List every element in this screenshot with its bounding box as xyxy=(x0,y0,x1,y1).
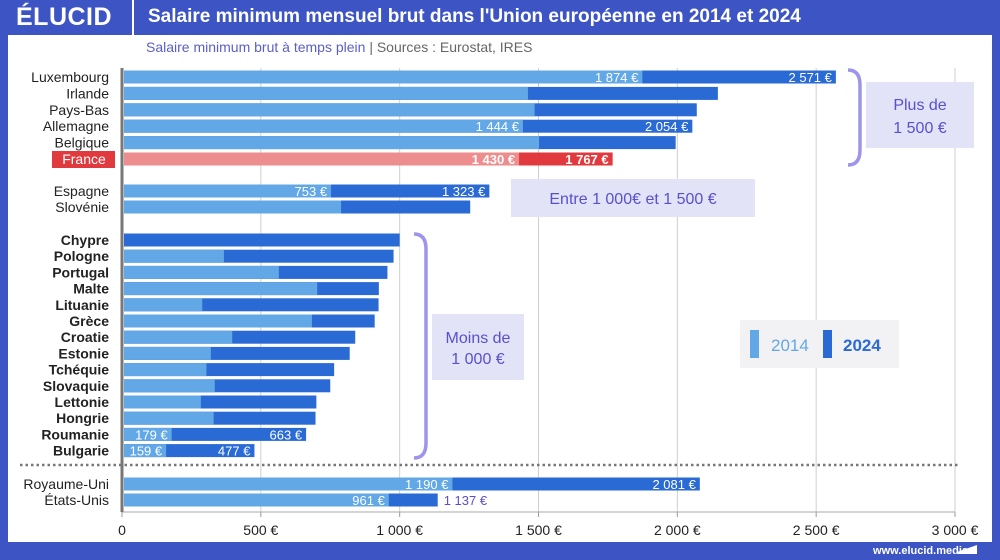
header: ÉLUCID Salaire minimum mensuel brut dans… xyxy=(0,0,1000,35)
footer-url: www.elucid.media xyxy=(873,545,968,557)
bar-2014 xyxy=(124,363,207,377)
data-label-2024: 2 571 € xyxy=(789,70,833,85)
legend-swatch-2024 xyxy=(823,330,832,358)
bar-2014 xyxy=(124,103,535,117)
bar-2014 xyxy=(124,493,389,507)
bar-2014 xyxy=(124,249,224,263)
bar-2014 xyxy=(124,395,201,409)
data-label-2014: 1 430 € xyxy=(472,152,515,167)
bar-2014 xyxy=(124,70,643,84)
data-label-2014: 1 874 € xyxy=(595,70,639,85)
bar-2014 xyxy=(124,184,332,198)
bar-2014 xyxy=(124,346,211,360)
category-label: Pologne xyxy=(54,248,109,264)
group-label: Entre 1 000€ et 1 500 € xyxy=(549,191,716,208)
x-tick-label: 2 500 € xyxy=(793,522,840,538)
data-label-2014: 1 444 € xyxy=(476,119,520,134)
data-label-2014: 159 € xyxy=(130,444,163,459)
group-box-1000-1500 xyxy=(511,179,755,217)
group-box-under-1000 xyxy=(432,314,524,380)
subtitle-separator: | xyxy=(369,39,373,55)
x-tick-label: 2 000 € xyxy=(654,522,701,538)
bar-2014 xyxy=(124,427,172,441)
category-label: France xyxy=(62,151,106,167)
data-label-2024: 2 081 € xyxy=(652,477,696,492)
category-label: Irlande xyxy=(66,85,109,101)
group-bracket xyxy=(847,68,862,167)
group-label: Moins de xyxy=(446,330,511,347)
data-label-2024: 477 € xyxy=(218,444,251,459)
legend-swatch-2014 xyxy=(750,330,759,358)
chart-subtitle: Salaire minimum brut à temps plein | Sou… xyxy=(146,39,532,55)
group-label: 1 500 € xyxy=(893,120,946,137)
category-label: Pays-Bas xyxy=(49,102,109,118)
bar-2014 xyxy=(124,282,318,296)
category-label: Bulgarie xyxy=(53,443,109,459)
bar-2024 xyxy=(124,233,400,247)
data-label-2024: 2 054 € xyxy=(645,119,689,134)
bar-2014 xyxy=(124,265,279,279)
x-tick-label: 500 € xyxy=(243,522,278,538)
data-label-2024: 1 767 € xyxy=(565,152,608,167)
bar-2014 xyxy=(124,477,453,491)
subtitle-main: Salaire minimum brut à temps plein xyxy=(146,39,366,55)
bar-2014 xyxy=(124,298,203,312)
subtitle-sources: Sources : Eurostat, IRES xyxy=(376,39,533,55)
x-tick-label: 1 500 € xyxy=(515,522,562,538)
bar-2014 xyxy=(124,411,214,425)
bar-2014 xyxy=(124,86,528,100)
legend-label-2024: 2024 xyxy=(843,336,881,355)
category-label: Slovaquie xyxy=(43,378,109,394)
category-label: Belgique xyxy=(55,135,110,151)
group-label: Plus de xyxy=(893,97,946,114)
bar-2014 xyxy=(124,200,342,214)
header-divider xyxy=(132,0,134,35)
data-label-2014: 1 190 € xyxy=(405,477,449,492)
category-label: Tchéquie xyxy=(49,362,110,378)
bar-2014 xyxy=(124,330,233,344)
x-tick-label: 1 000 € xyxy=(376,522,423,538)
category-label: Portugal xyxy=(52,264,109,280)
category-label: Malte xyxy=(73,281,109,297)
category-label: Chypre xyxy=(61,232,109,248)
bar-2014 xyxy=(124,379,215,393)
category-label: Luxembourg xyxy=(31,69,109,85)
category-label: Hongrie xyxy=(56,410,109,426)
category-label: États-Unis xyxy=(44,492,109,508)
category-label: Croatie xyxy=(61,329,109,345)
x-tick-label: 3 000 € xyxy=(932,522,979,538)
group-box-over-1500 xyxy=(866,82,974,148)
bar-2014 xyxy=(124,152,520,166)
category-label: Lettonie xyxy=(55,394,110,410)
group-bracket xyxy=(413,232,428,460)
bar-2014 xyxy=(124,314,312,328)
legend-label-2014: 2014 xyxy=(771,336,809,355)
data-label-2014: 179 € xyxy=(135,427,168,442)
category-label: Espagne xyxy=(54,183,109,199)
elucid-logo: ÉLUCID xyxy=(16,3,113,31)
x-tick-label: 0 xyxy=(118,522,126,538)
legend xyxy=(740,320,899,368)
category-label: Lituanie xyxy=(55,297,109,313)
data-label-2024: 1 323 € xyxy=(442,184,486,199)
france-label-highlight xyxy=(52,151,115,168)
category-label: Roumanie xyxy=(41,426,109,442)
category-label: Grèce xyxy=(69,313,109,329)
elucid-mark-icon xyxy=(957,545,977,554)
data-label-2024: 663 € xyxy=(270,427,303,442)
bar-2014 xyxy=(124,444,167,458)
category-label: Allemagne xyxy=(43,118,109,134)
category-label: Slovénie xyxy=(55,199,109,215)
category-label: Estonie xyxy=(58,345,109,361)
data-label-2014: 753 € xyxy=(295,184,328,199)
data-label-2024: 1 137 € xyxy=(444,493,488,508)
bar-2014 xyxy=(124,136,540,150)
chart-title: Salaire minimum mensuel brut dans l'Unio… xyxy=(148,6,801,27)
group-label: 1 000 € xyxy=(451,351,504,368)
data-label-2014: 961 € xyxy=(352,493,385,508)
category-label: Royaume-Uni xyxy=(23,476,109,492)
bar-2014 xyxy=(124,119,523,133)
